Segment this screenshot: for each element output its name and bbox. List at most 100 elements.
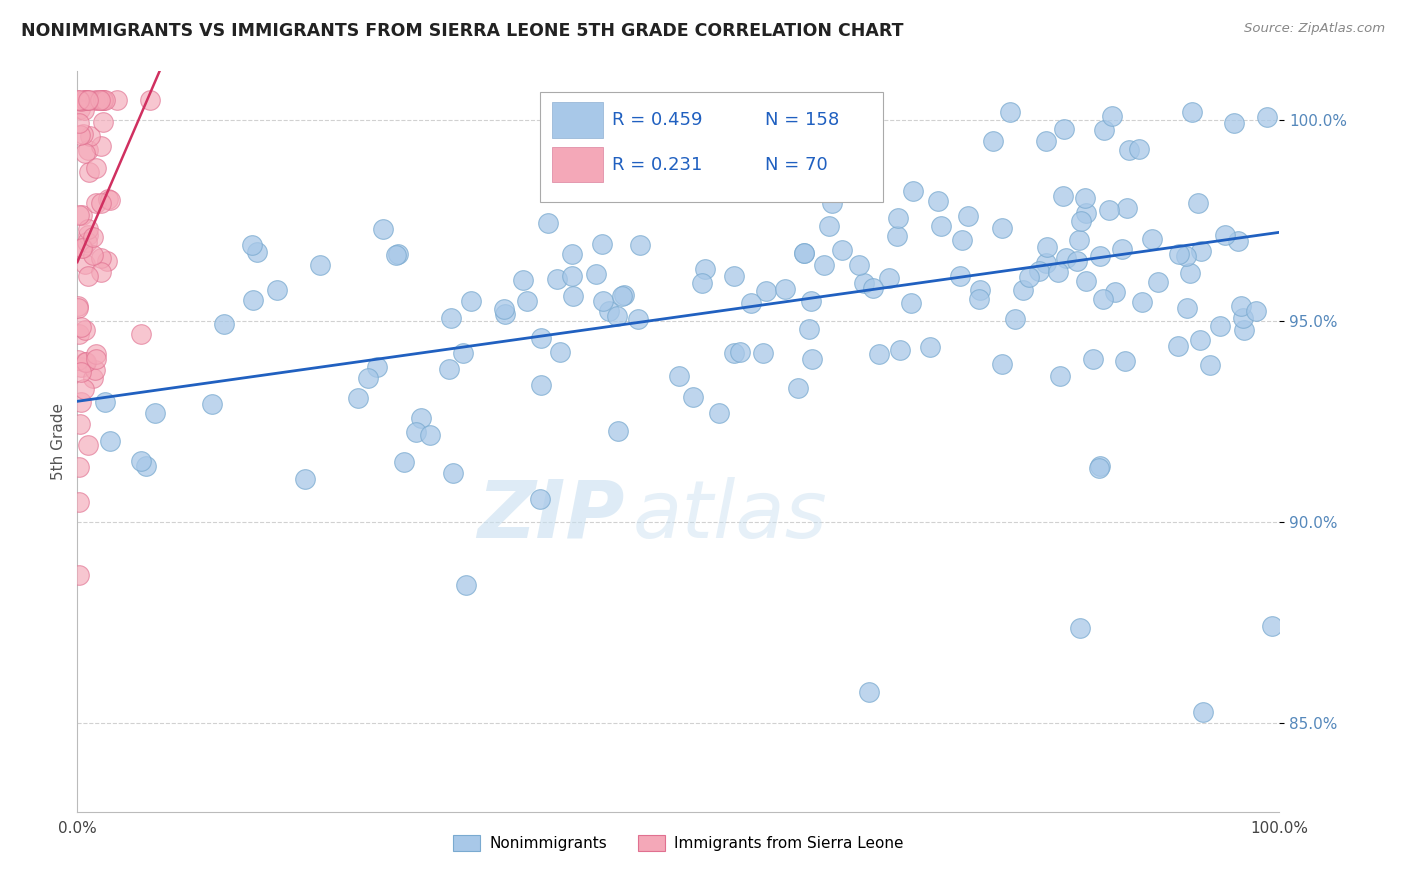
Point [1049, 368, 1071, 383]
Point [516, 293, 538, 308]
Point [75, 355, 97, 369]
Point [1088, 249, 1111, 263]
Point [91, 93, 114, 107]
Point [67, 93, 90, 107]
Text: atlas: atlas [633, 476, 828, 555]
Point [145, 406, 167, 420]
Point [800, 294, 823, 309]
Point [773, 282, 796, 296]
Text: N = 70: N = 70 [765, 155, 828, 174]
Point [607, 424, 630, 438]
Point [887, 211, 910, 226]
Point [550, 344, 572, 359]
Point [97, 193, 120, 207]
Point [1104, 285, 1126, 299]
Point [886, 229, 908, 244]
Point [693, 262, 716, 277]
Point [561, 268, 583, 283]
Point [1088, 460, 1111, 475]
Point [73, 382, 96, 396]
Point [1223, 116, 1246, 130]
Point [561, 247, 583, 261]
Point [245, 244, 267, 259]
Point [440, 311, 463, 326]
Point [105, 93, 128, 107]
Point [1175, 301, 1198, 315]
Point [1188, 333, 1211, 347]
Point [439, 362, 461, 376]
Point [723, 268, 745, 283]
Point [512, 273, 534, 287]
Point [84, 195, 107, 210]
Point [357, 370, 380, 384]
Point [91, 93, 114, 107]
Point [591, 237, 613, 252]
Point [75, 93, 97, 107]
Point [266, 283, 288, 297]
Point [73, 146, 96, 161]
Point [991, 357, 1014, 371]
Point [1074, 205, 1097, 219]
Text: ZIP: ZIP [477, 476, 624, 555]
Point [451, 346, 474, 360]
Point [66, 299, 89, 313]
Point [1092, 292, 1115, 306]
Point [1092, 123, 1115, 137]
Point [494, 307, 516, 321]
Point [82, 371, 104, 385]
Point [628, 238, 651, 252]
Point [821, 196, 844, 211]
Point [918, 340, 941, 354]
Point [1142, 232, 1164, 246]
Point [813, 258, 835, 272]
Point [67, 460, 90, 475]
Point [460, 294, 482, 309]
Point [212, 318, 235, 332]
Point [1168, 246, 1191, 260]
Point [309, 258, 332, 272]
Point [441, 466, 464, 480]
Point [981, 134, 1004, 148]
Point [70, 394, 93, 409]
Point [740, 296, 762, 310]
Point [242, 293, 264, 307]
Point [373, 222, 395, 236]
Point [1066, 254, 1088, 268]
Point [70, 320, 93, 334]
Point [1004, 311, 1026, 326]
Point [752, 345, 775, 359]
Point [67, 208, 90, 222]
Point [347, 391, 370, 405]
Point [75, 93, 97, 107]
Point [858, 685, 880, 699]
Point [969, 283, 991, 297]
Point [1246, 304, 1268, 318]
Point [627, 312, 650, 326]
Point [77, 93, 100, 107]
Point [90, 265, 112, 279]
Point [93, 115, 115, 129]
Point [877, 271, 900, 285]
Point [537, 215, 560, 229]
Point [75, 355, 97, 369]
Point [787, 381, 810, 395]
Point [75, 323, 97, 337]
Point [70, 241, 93, 255]
Point [755, 285, 778, 299]
Point [1209, 318, 1232, 333]
Point [1175, 249, 1198, 263]
Point [82, 248, 104, 262]
Point [1028, 263, 1050, 277]
Point [72, 241, 94, 255]
Point [1070, 214, 1092, 228]
Point [606, 309, 628, 323]
Point [1232, 310, 1254, 325]
Point [1076, 274, 1098, 288]
Point [89, 251, 111, 265]
Point [690, 276, 713, 290]
Point [592, 293, 614, 308]
Point [1053, 121, 1076, 136]
Point [1199, 358, 1222, 372]
Point [848, 259, 870, 273]
Point [240, 237, 263, 252]
